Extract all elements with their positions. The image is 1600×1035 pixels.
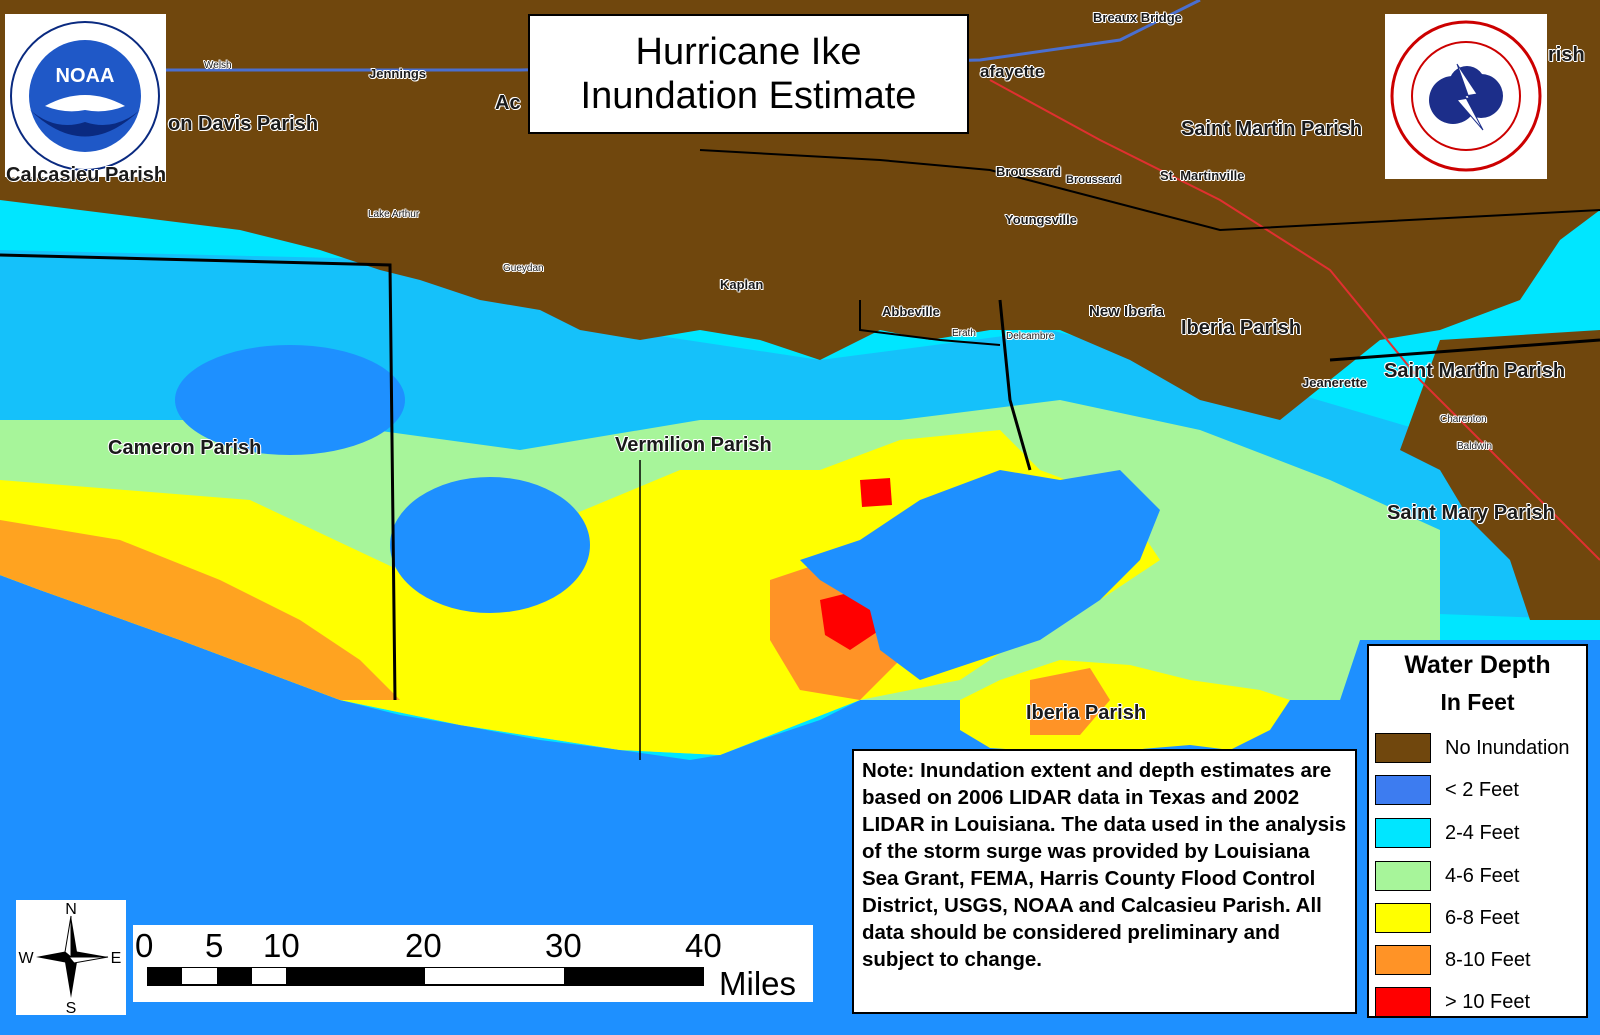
- label-gueydan: Gueydan: [503, 263, 544, 274]
- legend-item-gt10: > 10 Feet: [1375, 986, 1530, 1018]
- legend-item-2-4: 2-4 Feet: [1375, 817, 1519, 849]
- white-lake: [390, 477, 590, 613]
- legend-swatch: [1375, 861, 1431, 891]
- label-baldwin: Baldwin: [1457, 441, 1493, 452]
- scale-tick-0: 0: [135, 927, 154, 964]
- compass-n: N: [65, 901, 77, 918]
- zone-gt10-b: [860, 478, 892, 507]
- label-jeanerette: Jeanerette: [1302, 375, 1368, 390]
- label-calcasieu-parish: Calcasieu Parish: [6, 164, 167, 186]
- label-cameron-parish: Cameron Parish: [108, 437, 262, 459]
- label-abbeville: Abbeville: [882, 304, 940, 319]
- label-saint-martin-parish-south: Saint Martin Parish: [1384, 360, 1566, 382]
- label-acadia-partial: Ac: [495, 92, 521, 114]
- legend-swatch: [1375, 733, 1431, 763]
- scale-unit: Miles: [719, 965, 797, 1002]
- legend-title: Water Depth: [1404, 651, 1551, 679]
- nws-logo: [1385, 14, 1547, 179]
- legend-item-no-inundation: No Inundation: [1375, 732, 1570, 764]
- noaa-logo: NOAA: [5, 14, 166, 177]
- legend-swatch: [1375, 945, 1431, 975]
- label-saint-martin-parish-north: Saint Martin Parish: [1181, 118, 1363, 140]
- label-delcambre: Delcambre: [1006, 331, 1055, 342]
- label-youngsville: Youngsville: [1005, 212, 1077, 227]
- legend-label: < 2 Feet: [1445, 778, 1519, 801]
- scale-tick-20: 20: [405, 927, 442, 964]
- legend-label: 4-6 Feet: [1445, 864, 1520, 887]
- legend-item-8-10: 8-10 Feet: [1375, 944, 1531, 976]
- legend-item-lt2: < 2 Feet: [1375, 774, 1519, 806]
- label-breaux-bridge: Breaux Bridge: [1093, 10, 1182, 25]
- zone-8-10: [0, 520, 400, 700]
- title-line-2: Inundation Estimate: [580, 75, 917, 117]
- compass-rose: N S W E: [16, 900, 126, 1017]
- scale-tick-30: 30: [545, 927, 582, 964]
- label-vermilion-parish: Vermilion Parish: [615, 434, 772, 456]
- scale-bar-graphic: [147, 967, 704, 986]
- legend-label: 6-8 Feet: [1445, 906, 1520, 929]
- label-broussard-2: Broussard: [1066, 174, 1122, 186]
- label-saint-mary-parish: Saint Mary Parish: [1387, 502, 1555, 524]
- legend-swatch: [1375, 818, 1431, 848]
- title-line-1: Hurricane Ike: [635, 31, 862, 73]
- label-kaplan: Kaplan: [720, 277, 764, 292]
- land-east: [1400, 330, 1600, 620]
- legend-swatch: [1375, 775, 1431, 805]
- label-broussard: Broussard: [996, 164, 1062, 179]
- vermilion-bay: [800, 470, 1160, 680]
- land-north: [0, 0, 1600, 420]
- label-welsh: Welsh: [204, 60, 232, 71]
- water-depth-legend: Water Depth In Feet No Inundation < 2 Fe…: [1367, 644, 1588, 1018]
- map-title-box: Hurricane Ike Inundation Estimate: [528, 14, 969, 134]
- legend-item-6-8: 6-8 Feet: [1375, 902, 1519, 934]
- label-jennings: Jennings: [369, 66, 427, 81]
- label-iberia-parish-south: Iberia Parish: [1026, 702, 1147, 724]
- noaa-logo-icon: NOAA: [10, 21, 160, 171]
- scale-tick-5: 5: [205, 927, 224, 964]
- compass-w: W: [18, 950, 34, 967]
- legend-label: 8-10 Feet: [1445, 948, 1531, 971]
- label-charenton: Charenton: [1440, 414, 1487, 425]
- calcasieu-lake: [175, 345, 405, 455]
- label-new-iberia: New Iberia: [1089, 303, 1165, 320]
- compass-s: S: [66, 1000, 77, 1015]
- svg-text:NOAA: NOAA: [56, 65, 115, 87]
- scale-tick-10: 10: [263, 927, 300, 964]
- nws-logo-icon: [1390, 20, 1542, 172]
- compass-icon: N S W E: [18, 901, 122, 1017]
- marsh-island-orange: [1030, 668, 1110, 735]
- compass-e: E: [111, 950, 122, 967]
- legend-item-4-6: 4-6 Feet: [1375, 860, 1519, 892]
- legend-label: 2-4 Feet: [1445, 821, 1520, 844]
- legend-label: > 10 Feet: [1445, 990, 1531, 1013]
- data-disclaimer-note: Note: Inundation extent and depth estima…: [852, 749, 1357, 1014]
- legend-swatch: [1375, 903, 1431, 933]
- legend-subtitle: In Feet: [1440, 689, 1515, 715]
- label-iberia-parish-north: Iberia Parish: [1181, 317, 1302, 339]
- label-erath: Erath: [952, 328, 976, 339]
- roads: [0, 0, 1600, 760]
- legend-swatch: [1375, 987, 1431, 1017]
- label-lake-arthur: Lake Arthur: [368, 209, 420, 220]
- scale-bar: 0 5 10 20 30 40 Miles: [133, 925, 813, 1002]
- scale-tick-40: 40: [685, 927, 722, 964]
- label-st-martinville: St. Martinville: [1160, 168, 1245, 183]
- label-parish-edge: rish: [1548, 44, 1585, 66]
- legend-label: No Inundation: [1445, 736, 1570, 759]
- label-jefferson-davis-parish: on Davis Parish: [168, 113, 319, 135]
- label-lafayette: afayette: [980, 62, 1045, 81]
